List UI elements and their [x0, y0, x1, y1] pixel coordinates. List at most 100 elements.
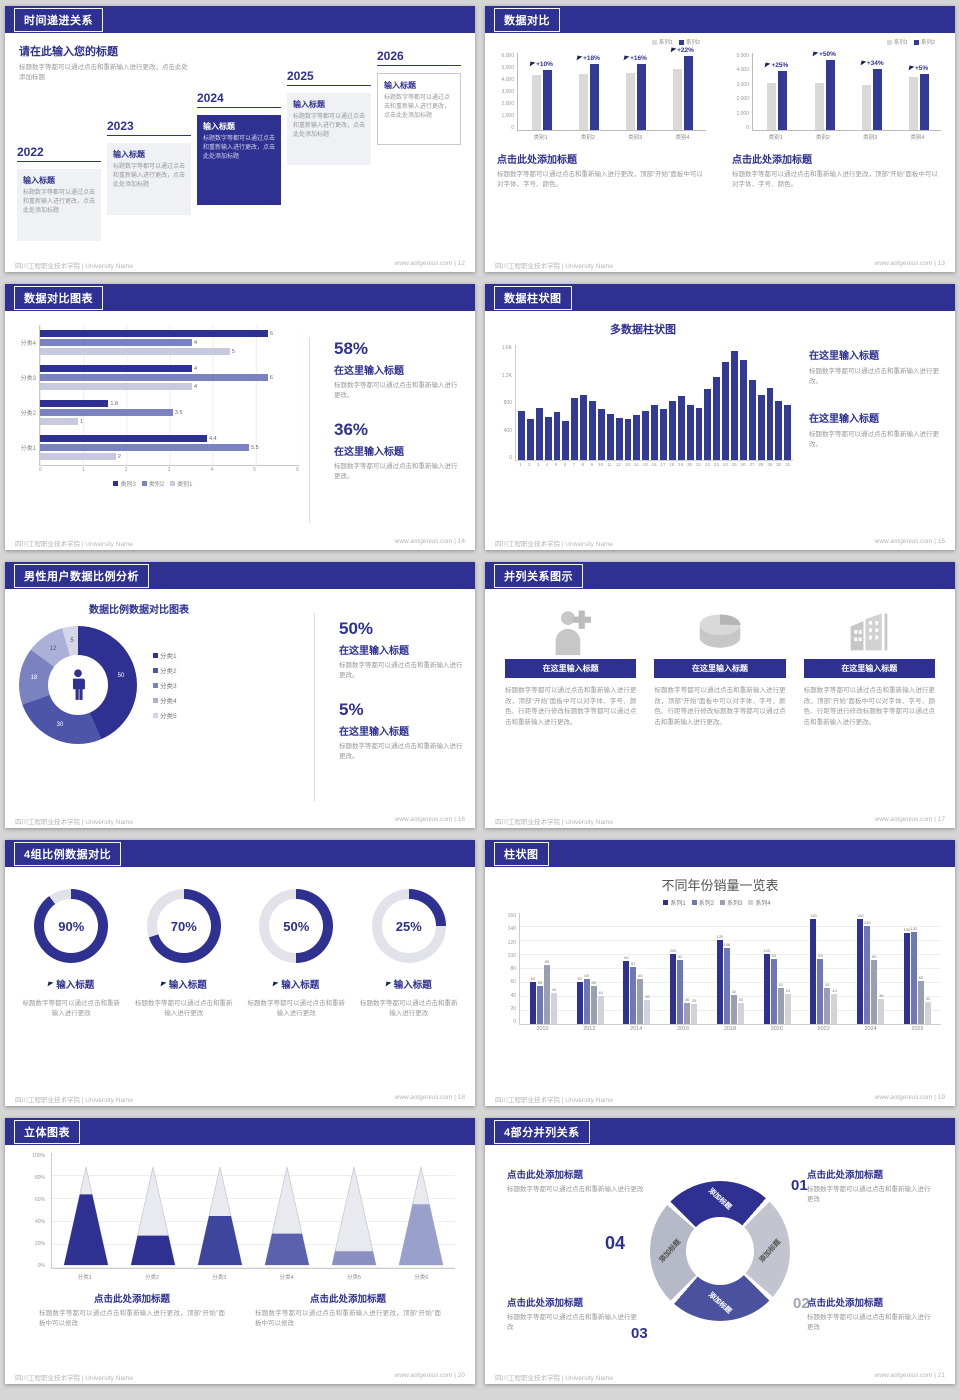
cone-chart	[51, 1153, 455, 1269]
stat-value: 5%	[339, 699, 364, 719]
timeline-box-text: 标题数字等都可以通过点击和重新输入进行更改，点击此处添加标题	[203, 136, 276, 160]
ring-body: 标题数字等都可以通过点击和重新输入进行更改	[247, 1000, 346, 1018]
bar-series1	[766, 83, 776, 130]
slide-17-parallel-icons[interactable]: 并列关系图示 在这里输入标题 标题数字等都可以通过点击和重新输入进行更改，顶部“…	[485, 562, 955, 828]
bar: 92	[677, 954, 684, 1024]
slide-16-donut-analysis[interactable]: 男性用户数据比例分析 数据比例数据对比图表 50 30 18 12 5 分类1 分类2 分类…	[5, 562, 475, 828]
percent-label: +5%	[908, 65, 928, 72]
footer-left: 四川工程职业技术学院 | University Name	[495, 541, 613, 548]
legend-item: 系列3	[720, 898, 742, 907]
percent-label: +34%	[860, 60, 884, 67]
bar-group: +16%	[623, 55, 647, 130]
h-bar	[40, 435, 208, 442]
y-axis: 160 140 120 100 80 60 40 20 0	[507, 913, 516, 1025]
bar-series1	[578, 74, 588, 130]
bar	[695, 407, 703, 460]
compare-chart-panel-left: 系列1 系列2 6,000 5,000 4,000 3,000 2,000 1,000 0 +…	[485, 33, 720, 257]
slide-header: 立体图表	[5, 1118, 475, 1145]
slide-14-hbar-compare[interactable]: 数据对比图表 分类4 分类3 分类2 分类1 6 4 5 4 6 4 1.8 3.5 1 4.4 5.5 2…	[5, 284, 475, 550]
bar	[651, 404, 658, 460]
footer-left: 四川工程职业技术学院 | University Name	[495, 263, 613, 270]
stat-title: 在这里输入标题	[339, 726, 409, 738]
timeline-box-title: 输入标题	[293, 100, 325, 109]
chart-caption: 点击此处添加标题	[732, 155, 812, 166]
segment-number: 03	[631, 1325, 648, 1342]
bar: 52	[824, 982, 831, 1024]
percent-label: +22%	[670, 47, 694, 54]
bar: 108	[724, 942, 730, 1024]
bar	[739, 359, 747, 460]
timeline-year: 2022	[17, 145, 101, 162]
timeline-item-2022: 2022 输入标题 标题数字等都可以通过点击和重新输入进行更改，点击此处添加标题	[17, 145, 101, 241]
footer-left: 四川工程职业技术学院 | University Name	[15, 1375, 133, 1382]
bar-series1	[908, 77, 918, 130]
block-body: 标题数字等都可以通过点击和重新输入进行更改	[807, 1314, 931, 1332]
segment-value: 5	[70, 638, 74, 644]
h-bar	[40, 348, 230, 355]
slide-13-data-compare[interactable]: 数据对比 系列1 系列2 6,000 5,000 4,000 3,000 2,000 1,0…	[485, 6, 955, 272]
cone-分类1	[63, 1166, 109, 1266]
slide-15-column-chart[interactable]: 数据柱状图 多数据柱状图 1.6K 1.2K 800 400 0 1 2 3 4 5 6 7 8 9 10…	[485, 284, 955, 550]
bar: 81	[630, 961, 637, 1024]
slide-title: 男性用户数据比例分析	[14, 563, 149, 588]
bar	[766, 387, 774, 460]
block-body: 标题数字等都可以通过点击和重新输入进行更改	[507, 1186, 644, 1193]
nurse-icon	[505, 605, 636, 659]
bar-group: 100 93 52 43	[763, 948, 791, 1024]
bar-group: +34%	[860, 60, 884, 130]
bar: 132	[911, 926, 917, 1024]
stat-body: 标题数字等都可以通过点击和重新输入进行更改。	[334, 382, 458, 400]
bar: 32	[925, 996, 931, 1024]
block-title: 点击此处添加标题	[93, 1294, 170, 1305]
timeline: 2022 输入标题 标题数字等都可以通过点击和重新输入进行更改，点击此处添加标题…	[5, 33, 475, 257]
legend-item: 分类1	[153, 650, 177, 660]
stat-value: 50%	[339, 619, 374, 638]
compare-chart-panel-right: 系列1 系列2 5,000 4,000 3,000 2,000 1,000 0 +25% +…	[720, 33, 955, 257]
bar-group: 60 55 85 45	[529, 959, 557, 1024]
block-title: 点击此处添加标题	[309, 1294, 386, 1305]
segment-value: 12	[49, 646, 57, 652]
legend-item: 系列2	[678, 38, 700, 46]
chart-legend: 系列1 系列2	[886, 38, 941, 47]
timeline-year: 2025	[287, 69, 371, 86]
block-body: 标题数字等都可以通过点击和重新输入进行更改	[507, 1314, 637, 1332]
legend-item: 系列2	[913, 38, 935, 46]
column-body: 标题数字等都可以通过点击和重新输入进行更改，顶部“开始”面板中可以对字体、字号、…	[654, 687, 786, 727]
bar: 140	[864, 920, 871, 1024]
slide-header: 时间递进关系	[5, 6, 475, 33]
footer-right: www.aotgenius.com | 21	[874, 1372, 945, 1379]
ring-percent: 90%	[58, 918, 85, 934]
segment-label: 添加标题	[706, 1291, 733, 1316]
slide-footer: 四川工程职业技术学院 | University Name www.aotgeni…	[495, 1094, 945, 1104]
percent-label: +25%	[764, 62, 788, 69]
percent-label: +16%	[623, 55, 647, 62]
bar	[518, 410, 525, 460]
bar	[562, 420, 570, 460]
bar	[784, 404, 792, 460]
timeline-year: 2024	[197, 91, 281, 108]
cursor-icon	[812, 51, 819, 58]
footer-left: 四川工程职业技术学院 | University Name	[15, 541, 133, 548]
timeline-box-title: 输入标题	[203, 122, 235, 131]
bar: 55	[536, 980, 543, 1024]
slide-18-ring-compare[interactable]: 4组比例数据对比 90% 输入标题 标题数字等都可以通过点击和重新输入进行更改 …	[5, 840, 475, 1106]
slide-21-four-part-circle[interactable]: 4部分并列关系 添加标题 添加标题 添加标题 添加标题 01 02 03 04 …	[485, 1118, 955, 1384]
slide-19-grouped-bars[interactable]: 柱状图 不同年份销量一览表 系列1 系列2 系列3 系列4 160 140 120 100 8…	[485, 840, 955, 1106]
bar: 150	[810, 913, 817, 1024]
bar	[606, 413, 614, 460]
bar	[677, 396, 685, 460]
slide-12-timeline[interactable]: 时间递进关系 请在此输入您的标题 标题数字等都可以通过点击和重新输入进行更改，点…	[5, 6, 475, 272]
legend-item: 类别2	[141, 479, 164, 488]
text-block: 在这里输入标题 标题数字等都可以通过点击和重新输入进行更改。	[809, 347, 941, 388]
cursor-icon	[764, 62, 771, 69]
block-title: 点击此处添加标题	[507, 1298, 584, 1309]
bar: 40	[597, 990, 604, 1024]
bar: 65	[637, 973, 644, 1024]
bar-chart: +25% +50% +34% +5%	[752, 51, 941, 131]
bar: 100	[670, 948, 677, 1024]
slide-20-cone-chart[interactable]: 立体图表 100% 80% 60% 40% 20% 0% 分类1 分类2 分类3 分类4 分类5 分…	[5, 1118, 475, 1384]
hbar-group: 4.4 5.5 2	[40, 430, 299, 465]
h-bar	[40, 453, 116, 460]
ring-body: 标题数字等都可以通过点击和重新输入进行更改	[360, 1000, 458, 1018]
